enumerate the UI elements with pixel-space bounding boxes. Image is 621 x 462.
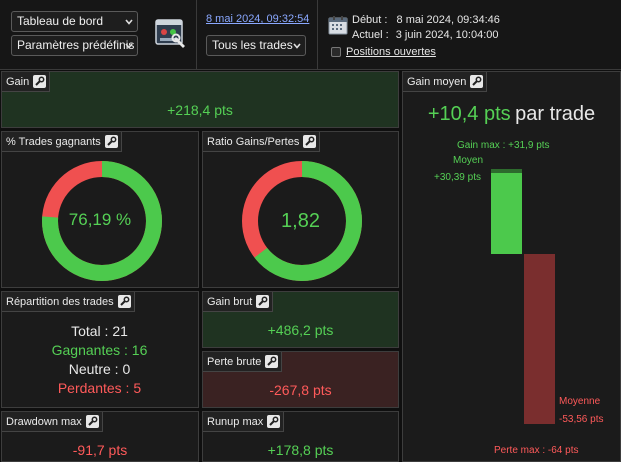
calendar-icon: [328, 16, 348, 35]
gain-panel: Gain +218,4 pts: [1, 71, 399, 128]
gain-brut-title: Gain brut: [203, 292, 274, 312]
trades-select[interactable]: Tous les trades: [206, 35, 306, 56]
pct-trades-title-label: % Trades gagnants: [6, 136, 101, 148]
dashboard-tool-icon[interactable]: [154, 17, 188, 51]
gain-moyen-title: Gain moyen: [403, 72, 488, 92]
repartition-panel: Répartition des trades Total : 21 Gagnan…: [1, 291, 199, 408]
gain-moyen-headline: +10,4 pts par trade: [403, 103, 620, 126]
runup-value: +178,8 pts: [267, 442, 334, 458]
wrench-icon[interactable]: [85, 415, 99, 428]
gain-value: +218,4 pts: [167, 102, 233, 118]
gain-brut-panel: Gain brut +486,2 pts: [202, 291, 399, 348]
perte-brute-title: Perte brute: [203, 352, 283, 372]
view-select-label: Tableau de bord: [17, 14, 104, 28]
rep-value: 21: [112, 323, 128, 339]
donut-win-arc: [42, 161, 162, 281]
wrench-icon[interactable]: [33, 75, 47, 88]
gain-moyen-suffix: par trade: [515, 103, 596, 125]
chevron-down-icon: [293, 43, 301, 49]
perte-brute-panel: Perte brute -267,8 pts: [202, 351, 399, 408]
ratio-title-label: Ratio Gains/Pertes: [207, 136, 300, 148]
rep-value: 0: [122, 361, 131, 377]
params-select-label: Paramètres prédéfinis: [17, 38, 135, 52]
wrench-icon[interactable]: [256, 295, 270, 308]
donut-win-arc: [242, 161, 362, 281]
rep-label: Neutre: [68, 361, 111, 377]
params-select[interactable]: Paramètres prédéfinis: [11, 35, 138, 56]
rep-label: Gagnantes: [51, 342, 121, 358]
pct-trades-title: % Trades gagnants: [2, 132, 122, 152]
runup-title-label: Runup max: [207, 416, 264, 428]
gain-brut-value: +486,2 pts: [267, 322, 334, 338]
repartition-title-label: Répartition des trades: [6, 296, 114, 308]
ratio-value: 1,82: [281, 210, 320, 232]
drawdown-panel: Drawdown max -91,7 pts: [1, 411, 199, 462]
gain-title-label: Gain: [6, 76, 30, 88]
toolbar-separator: [196, 0, 197, 70]
gain-title: Gain: [2, 72, 51, 92]
perte-brute-title-label: Perte brute: [207, 356, 262, 368]
moyenne-label: Moyenne: [559, 396, 601, 407]
wrench-icon[interactable]: [267, 415, 281, 428]
perte-max-bar: [524, 254, 555, 424]
moyen-label: Moyen: [453, 155, 484, 166]
actuel-row: Actuel : 3 juin 2024, 10:04:00: [352, 29, 499, 41]
view-select[interactable]: Tableau de bord: [11, 11, 138, 32]
moyen-value: +30,39 pts: [434, 172, 481, 183]
drawdown-title-label: Drawdown max: [6, 416, 82, 428]
rep-label: Total: [71, 323, 101, 339]
positions-checkbox[interactable]: [331, 47, 341, 57]
perte-max-label: Perte max : -64 pts: [494, 445, 579, 456]
wrench-icon[interactable]: [303, 135, 317, 148]
gain-moyen-value: +10,4 pts: [427, 103, 511, 125]
gain-moyen-bar: [491, 173, 522, 254]
toolbar: Tableau de bord Paramètres prédéfinis 8 …: [0, 0, 621, 70]
date-link[interactable]: 8 mai 2024, 09:32:54: [206, 13, 310, 25]
rep-row-neutre: Neutre : 0: [68, 361, 131, 377]
pct-trades-panel: % Trades gagnants 76,19 %: [1, 131, 199, 288]
debut-value: 8 mai 2024, 09:34:46: [396, 14, 500, 26]
drawdown-value: -91,7 pts: [72, 442, 128, 458]
chevron-down-icon: [125, 43, 133, 49]
rep-value: 5: [133, 380, 142, 396]
toolbar-separator: [317, 0, 318, 70]
drawdown-title: Drawdown max: [2, 412, 103, 432]
gain-moyen-title-label: Gain moyen: [407, 76, 467, 88]
pct-trades-value: 76,19 %: [68, 210, 132, 229]
moyenne-value: -53,56 pts: [559, 414, 604, 425]
wrench-icon[interactable]: [117, 295, 131, 308]
runup-panel: Runup max +178,8 pts: [202, 411, 399, 462]
wrench-icon[interactable]: [265, 355, 279, 368]
actuel-value: 3 juin 2024, 10:04:00: [395, 29, 499, 41]
repartition-title: Répartition des trades: [2, 292, 135, 312]
ratio-title: Ratio Gains/Pertes: [203, 132, 321, 152]
rep-label: Perdantes: [57, 380, 122, 396]
rep-row-perdantes: Perdantes : 5: [57, 380, 142, 396]
gain-moyen-panel: Gain moyen +10,4 pts par trade Gain max …: [402, 71, 621, 462]
runup-title: Runup max: [203, 412, 285, 432]
gain-max-label: Gain max : +31,9 pts: [457, 140, 550, 151]
positions-label[interactable]: Positions ouvertes: [346, 46, 436, 58]
rep-row-gagnantes: Gagnantes : 16: [51, 342, 148, 358]
chevron-down-icon: [125, 19, 133, 25]
ratio-donut: [242, 161, 362, 281]
gain-brut-title-label: Gain brut: [207, 296, 253, 308]
rep-value: 16: [131, 342, 148, 358]
ratio-panel: Ratio Gains/Pertes 1,82: [202, 131, 399, 288]
perte-brute-value: -267,8 pts: [269, 382, 332, 398]
rep-row-total: Total : 21: [71, 323, 128, 339]
pct-trades-donut: [42, 161, 162, 281]
debut-label: Début :: [352, 14, 388, 26]
wrench-icon[interactable]: [104, 135, 118, 148]
wrench-icon[interactable]: [470, 75, 484, 88]
debut-row: Début : 8 mai 2024, 09:34:46: [352, 14, 500, 26]
actuel-label: Actuel :: [352, 29, 389, 41]
trades-select-label: Tous les trades: [212, 38, 293, 52]
